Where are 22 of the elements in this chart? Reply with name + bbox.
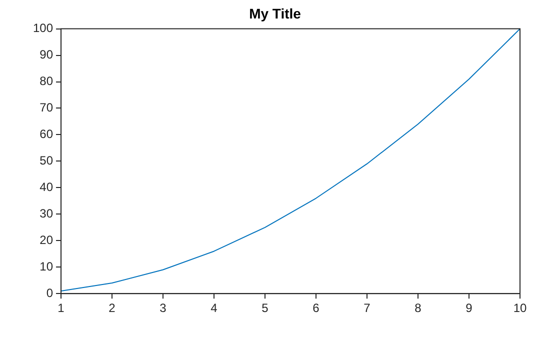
y-tick-label: 80 xyxy=(40,74,54,88)
x-tick-label: 7 xyxy=(364,301,371,316)
chart-title: My Title xyxy=(249,5,302,22)
x-tick-label: 1 xyxy=(58,301,65,316)
y-tick-label: 50 xyxy=(40,154,54,168)
x-tick-label: 9 xyxy=(466,301,473,316)
x-tick-label: 8 xyxy=(414,301,422,316)
x-tick-label: 2 xyxy=(108,301,116,316)
x-tick-label: 3 xyxy=(160,301,167,316)
y-tick-label: 10 xyxy=(40,259,54,274)
y-tick-label: 90 xyxy=(40,48,54,62)
y-tick-label: 0 xyxy=(46,286,54,300)
y-tick-label: 40 xyxy=(40,180,54,194)
y-tick-label: 20 xyxy=(40,232,54,247)
y-tick-label: 70 xyxy=(40,100,54,115)
x-tick-label: 5 xyxy=(262,301,269,316)
y-tick-label: 30 xyxy=(40,206,54,220)
x-tick-label: 4 xyxy=(210,301,218,316)
x-tick-label: 10 xyxy=(513,301,527,316)
x-tick-label: 6 xyxy=(312,301,320,316)
y-tick-label: 60 xyxy=(40,127,54,142)
y-tick-label: 100 xyxy=(32,21,54,36)
